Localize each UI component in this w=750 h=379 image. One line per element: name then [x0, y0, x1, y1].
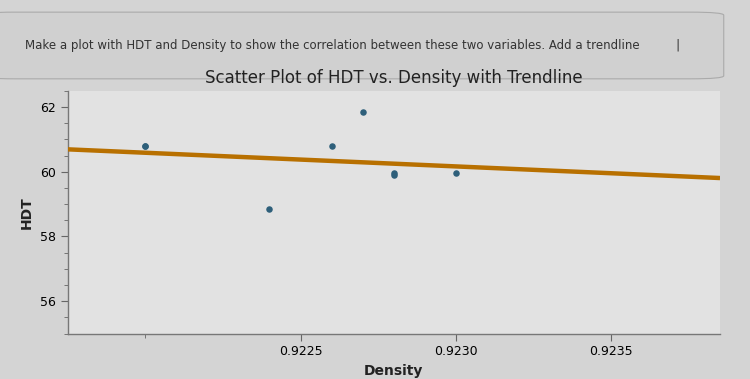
X-axis label: Density: Density — [364, 364, 424, 378]
Point — [388, 172, 400, 178]
Point — [263, 206, 275, 212]
FancyBboxPatch shape — [0, 12, 724, 79]
Point — [357, 109, 369, 115]
Point — [140, 143, 152, 149]
Point — [450, 171, 462, 177]
Point — [326, 143, 338, 149]
Text: |: | — [676, 39, 680, 52]
Text: Make a plot with HDT and Density to show the correlation between these two varia: Make a plot with HDT and Density to show… — [26, 39, 640, 52]
Title: Scatter Plot of HDT vs. Density with Trendline: Scatter Plot of HDT vs. Density with Tre… — [205, 69, 583, 87]
Point — [140, 143, 152, 149]
Point — [388, 171, 400, 177]
Y-axis label: HDT: HDT — [20, 196, 34, 229]
